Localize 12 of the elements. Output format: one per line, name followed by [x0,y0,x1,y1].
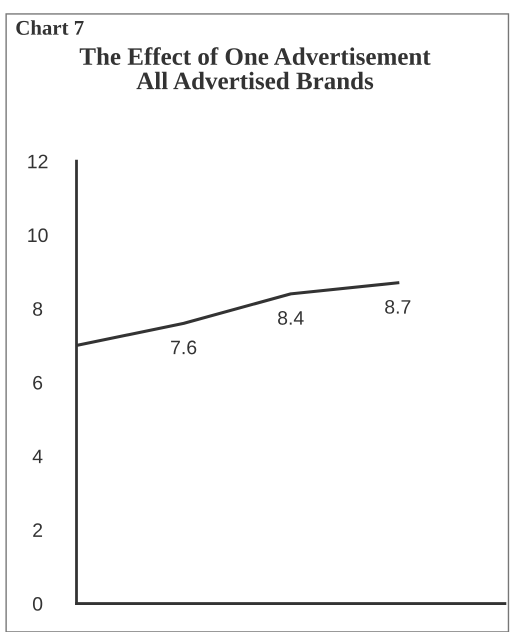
y-tick-label: 4 [32,450,42,464]
y-tick-label: 0 [32,597,42,611]
data-label: 8.4 [278,311,304,325]
y-tick-label: 10 [28,228,48,242]
data-label: 7.6 [171,340,196,354]
y-tick-label: 6 [33,376,42,390]
chart-title: The Effect of One Advertisement All Advertised Brands [80,47,431,90]
data-label: 8.7 [385,300,410,314]
y-tick-label: 12 [28,154,48,168]
y-tick-label: 2 [33,523,42,537]
y-tick-label: 8 [33,302,42,316]
caption: Chart 7 [16,20,84,35]
